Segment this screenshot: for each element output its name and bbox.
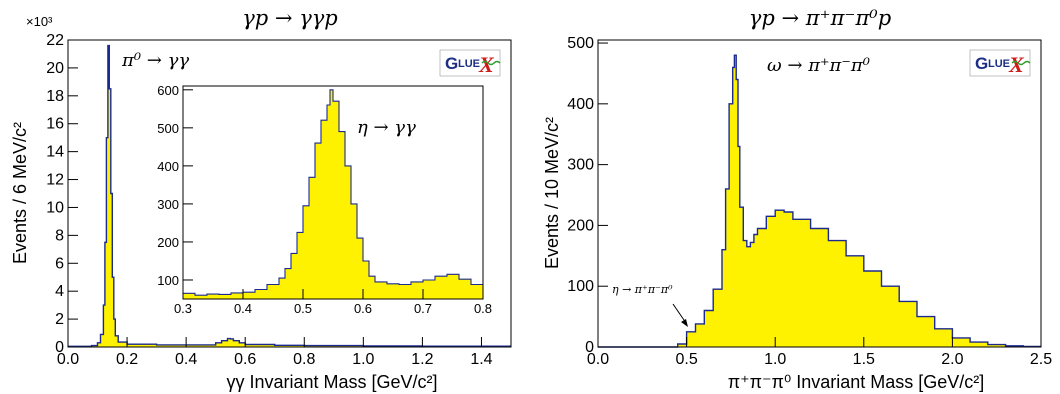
inset-y-tick-label: 100 — [157, 273, 179, 288]
right-x-ticks: 0.0 0.5 1.0 1.5 2.0 2.5 — [587, 337, 1052, 368]
left-x-tick-label: 0.6 — [234, 351, 256, 368]
inset-x-ticks: 0.3 0.4 0.5 0.6 0.7 0.8 — [174, 289, 492, 316]
inset-y-tick-label: 300 — [157, 197, 179, 212]
svg-text:G: G — [445, 54, 458, 73]
inset-y-tick-label: 600 — [157, 83, 179, 98]
left-x-tick-label: 1.2 — [411, 351, 433, 368]
right-eta-arrow-line — [672, 303, 687, 324]
right-omega-annotation: ω → π⁺π⁻π⁰ — [767, 55, 870, 76]
left-x-tick-label: 0.8 — [293, 351, 315, 368]
inset-x-tick-label: 0.6 — [354, 301, 372, 316]
right-gluex-logo: G LUE X — [969, 49, 1031, 77]
left-y-tick-label: 18 — [46, 88, 64, 105]
right-title: γp → π⁺π⁻π⁰p — [749, 6, 891, 30]
right-x-tick-label: 2.0 — [941, 351, 963, 368]
right-y-tick-label: 300 — [567, 157, 594, 174]
inset-y-tick-label: 400 — [157, 159, 179, 174]
left-x-tick-label: 1.4 — [470, 351, 492, 368]
right-eta-annotation: η → π⁺π⁻π⁰ — [612, 283, 673, 296]
left-y-tick-label: 2 — [55, 311, 64, 328]
right-eta-arrow-head — [681, 319, 688, 327]
right-histogram-line — [598, 54, 1041, 348]
right-panel: 0.0 0.5 1.0 1.5 2.0 2.5 0 100 200 300 400 500 γp →… — [542, 6, 1052, 392]
left-y-tick-label: 8 — [55, 227, 64, 244]
right-frame — [597, 39, 1042, 348]
svg-text:X: X — [478, 52, 495, 77]
right-y-tick-label: 0 — [585, 339, 594, 356]
left-y-tick-label: 12 — [46, 172, 64, 189]
right-y-tick-label: 500 — [567, 35, 594, 52]
left-x-axis-title: γγ Invariant Mass [GeV/c²] — [226, 372, 437, 392]
left-histogram-fill — [68, 45, 511, 347]
inset-x-tick-label: 0.3 — [174, 301, 192, 316]
left-x-ticks: 0.0 0.2 0.4 0.6 0.8 1.0 1.2 1.4 — [57, 337, 493, 368]
left-frame — [67, 39, 512, 348]
left-y-tick-label: 0 — [55, 339, 64, 356]
right-y-ticks: 0 100 200 300 400 500 — [567, 35, 608, 356]
left-x-tick-label: 0.4 — [175, 351, 197, 368]
inset-eta-annotation: η → γγ — [357, 117, 416, 138]
inset-x-tick-label: 0.7 — [414, 301, 432, 316]
left-title: γp → γγp — [242, 6, 337, 30]
left-gluex-logo: G LUE X — [439, 49, 501, 77]
left-y-ticks: 0 2 4 6 8 10 12 14 16 18 20 22 — [46, 32, 78, 356]
left-y-tick-label: 14 — [46, 144, 64, 161]
inset-y-ticks: 100 200 300 400 500 600 — [157, 83, 193, 288]
inset-y-tick-label: 200 — [157, 235, 179, 250]
left-pi0-annotation: π⁰ → γγ — [121, 50, 189, 71]
left-x-tick-label: 0.0 — [57, 351, 79, 368]
left-inset: 0.3 0.4 0.5 0.6 0.7 0.8 100 200 300 400 500 600 η … — [157, 83, 492, 316]
left-x-tick-label: 0.2 — [116, 351, 138, 368]
right-x-tick-label: 1.5 — [853, 351, 875, 368]
svg-text:G: G — [975, 54, 988, 73]
svg-text:X: X — [1008, 52, 1025, 77]
right-x-tick-label: 0.5 — [675, 351, 697, 368]
right-histogram-fill — [598, 55, 1041, 347]
inset-histogram-line — [183, 89, 483, 296]
left-y-tick-label: 10 — [46, 199, 64, 216]
left-y-tick-label: 16 — [46, 116, 64, 133]
inset-x-tick-label: 0.4 — [234, 301, 252, 316]
left-y-tick-label: 4 — [55, 283, 64, 300]
right-y-tick-label: 200 — [567, 217, 594, 234]
svg-text:LUE: LUE — [988, 58, 1010, 70]
right-y-tick-label: 100 — [567, 278, 594, 295]
left-y-tick-label: 20 — [46, 60, 64, 77]
left-y-tick-label: 6 — [55, 255, 64, 272]
right-x-tick-label: 0.0 — [587, 351, 609, 368]
inset-histogram-fill — [183, 89, 483, 299]
inset-x-tick-label: 0.8 — [474, 301, 492, 316]
inset-x-tick-label: 0.5 — [294, 301, 312, 316]
right-y-axis-title: Events / 10 MeV/c² — [542, 117, 562, 269]
left-y-multiplier: ×10³ — [26, 14, 53, 29]
right-x-axis-title: π⁺π⁻π⁰ Invariant Mass [GeV/c²] — [728, 372, 985, 392]
right-x-tick-label: 1.0 — [764, 351, 786, 368]
right-y-tick-label: 400 — [567, 96, 594, 113]
svg-text:LUE: LUE — [458, 58, 480, 70]
left-x-tick-label: 1.0 — [352, 351, 374, 368]
left-y-axis-title: Events / 6 MeV/c² — [10, 122, 30, 264]
left-y-tick-label: 22 — [46, 32, 64, 49]
inset-y-tick-label: 500 — [157, 121, 179, 136]
right-x-tick-label: 2.5 — [1030, 351, 1052, 368]
